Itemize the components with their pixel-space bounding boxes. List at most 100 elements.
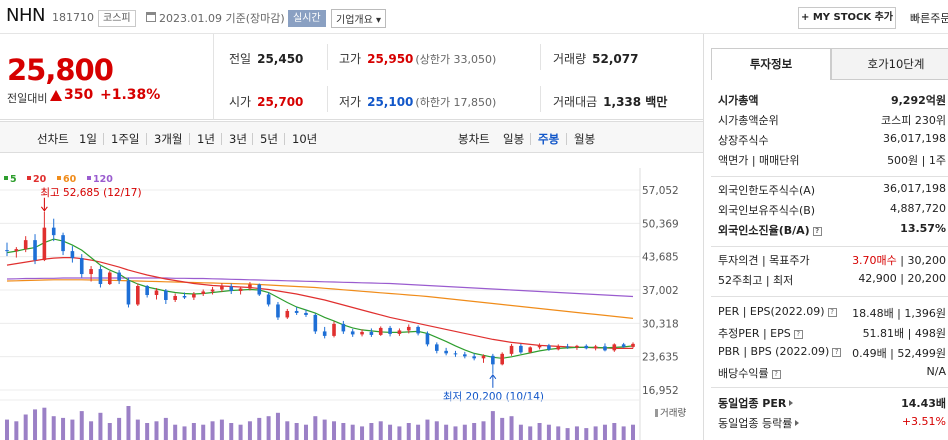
quote-value: 25,100 — [367, 95, 414, 109]
y-tick-label: 30,318 — [642, 318, 679, 330]
volume-bar — [350, 424, 355, 440]
candle-body — [341, 323, 346, 332]
volume-bar — [51, 416, 56, 440]
divider — [146, 133, 147, 145]
volume-bar — [584, 428, 589, 440]
help-icon[interactable]: ? — [793, 330, 803, 339]
legend-swatch — [57, 176, 61, 180]
change-percent: +1.38% — [100, 87, 161, 103]
invest-row-value: 14.43배 — [901, 397, 946, 410]
help-icon[interactable]: ? — [812, 227, 822, 236]
candle-body — [444, 350, 448, 354]
invest-row-label: 동일업종 등락률 — [718, 415, 800, 431]
add-my-stock-button[interactable]: + MY STOCK 추가 — [798, 7, 896, 29]
price-chart[interactable]: 57,052 50,369 43,685 37,002 30,318 23,635 16,9… — [0, 168, 703, 440]
period-1day[interactable]: 1일 — [79, 132, 97, 146]
company-overview-button[interactable]: 기업개요 ▾ — [331, 9, 386, 28]
tab-order-book[interactable]: 호가10단계 — [831, 48, 948, 80]
quote-value: 25,950 — [367, 52, 414, 66]
volume-bar — [462, 424, 467, 440]
legend-swatch — [4, 176, 8, 180]
quote-grid — [213, 34, 703, 120]
invest-row-value: 36,017,198 — [883, 182, 946, 195]
candle-body — [425, 333, 430, 345]
invest-row-label: 외국인소진율(B/A)? — [718, 222, 822, 238]
quote-value: 25,700 — [257, 95, 304, 109]
legend-swatch — [87, 176, 91, 180]
quote-label: 시가 — [229, 95, 252, 109]
price-box — [0, 34, 213, 120]
period-3year[interactable]: 3년 — [229, 132, 247, 146]
candle-body — [322, 331, 327, 336]
chevron-right-icon[interactable] — [789, 400, 794, 406]
volume-bar — [98, 412, 103, 440]
candle-monthly[interactable]: 월봉 — [574, 132, 596, 146]
volume-bar — [500, 417, 505, 440]
candle-body — [491, 355, 495, 365]
divider — [540, 86, 541, 112]
candle-body — [481, 355, 486, 359]
invest-row: 외국인보유주식수(B) 4,887,720 — [718, 202, 946, 220]
volume-bar — [565, 428, 570, 440]
period-5year[interactable]: 5년 — [260, 132, 278, 146]
volume-bar — [117, 417, 122, 440]
quote-low: 저가 25,100 (하한가 17,850) — [339, 93, 496, 110]
tab-invest-info[interactable]: 투자정보 — [711, 48, 831, 80]
period-1week[interactable]: 1주일 — [111, 132, 140, 146]
help-icon[interactable]: ? — [771, 370, 781, 379]
invest-row-value: 13.57% — [900, 222, 946, 235]
candle-body — [463, 354, 467, 357]
candle-body — [304, 312, 308, 315]
quote-volume: 거래량 52,077 — [553, 50, 638, 67]
candle-body — [276, 304, 280, 318]
candle-daily[interactable]: 일봉 — [503, 132, 525, 146]
candle-body — [416, 326, 420, 334]
quick-order-link[interactable]: 빠른주문 — [910, 12, 948, 25]
high-arrow-icon — [40, 206, 48, 212]
candle-body — [519, 345, 523, 353]
period-3month[interactable]: 3개월 — [154, 132, 183, 146]
quote-sub: (하한가 17,850) — [415, 96, 497, 109]
period-10year[interactable]: 10년 — [292, 132, 318, 146]
invest-row-label: 상장주식수 — [718, 134, 769, 147]
realtime-button[interactable]: 실시간 — [288, 10, 326, 27]
invest-row-label: 액면가 | 매매단위 — [718, 154, 800, 167]
quote-amount: 거래대금 1,338 백만 — [553, 93, 667, 110]
candle-body — [42, 227, 47, 261]
candle-body — [192, 294, 196, 298]
volume-bar — [490, 411, 495, 440]
volume-bar — [135, 419, 140, 440]
volume-bar — [191, 423, 196, 440]
chevron-right-icon[interactable] — [795, 420, 800, 426]
volume-bar — [173, 424, 178, 440]
moving-average-line-5 — [6, 238, 634, 359]
candle-body — [117, 272, 121, 281]
candle-body — [528, 347, 533, 353]
candle-body — [472, 356, 476, 359]
help-icon[interactable]: ? — [827, 308, 837, 317]
volume-bar — [612, 423, 617, 440]
invest-row: 투자의견 | 목표주가 3.70매수 | 30,200 — [718, 252, 946, 270]
divider — [711, 176, 948, 177]
volume-bar — [406, 423, 411, 440]
period-bar — [0, 121, 703, 153]
invest-row-label: 동일업종 PER — [718, 395, 794, 411]
invest-row-label: 외국인보유주식수(B) — [718, 204, 816, 217]
divider — [540, 44, 541, 70]
volume-bar — [275, 412, 280, 440]
candle-body — [603, 346, 607, 351]
candle-body — [5, 250, 9, 252]
invest-row-label: 투자의견 | 목표주가 — [718, 254, 810, 267]
stock-code: 181710 — [52, 11, 94, 24]
candle-body — [294, 310, 299, 313]
candle-body — [23, 240, 28, 250]
candle-body — [453, 353, 458, 355]
candle-weekly[interactable]: 주봉 — [538, 132, 560, 146]
current-price: 25,800 — [7, 53, 114, 87]
invest-target-value: | 30,200 — [896, 254, 946, 267]
volume-bar — [378, 421, 383, 440]
period-1year[interactable]: 1년 — [197, 132, 215, 146]
invest-row: 액면가 | 매매단위 500원 | 1주 — [718, 152, 946, 170]
candle-body — [98, 269, 103, 285]
help-icon[interactable]: ? — [832, 348, 842, 357]
